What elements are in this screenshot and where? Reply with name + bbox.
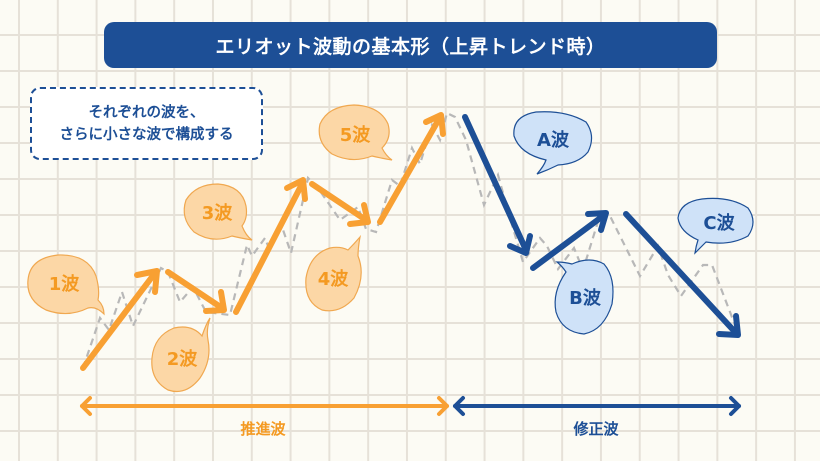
bubble-3 bbox=[183, 183, 253, 241]
wave-5-label: 5波 bbox=[339, 125, 371, 146]
corrective-arrows bbox=[462, 114, 741, 338]
wave-c-label: C波 bbox=[703, 213, 735, 234]
bubble-1 bbox=[27, 254, 105, 316]
note-box: それぞれの波を、 さらに小さな波で構成する bbox=[30, 87, 263, 160]
impulse-arrows bbox=[80, 112, 446, 371]
impulse-range-label: 推進波 bbox=[240, 420, 286, 438]
wave-2-label: 2波 bbox=[166, 349, 198, 370]
wave-3-label: 3波 bbox=[201, 203, 233, 224]
corrective-range-arrow bbox=[453, 396, 741, 416]
wave-4-label: 4波 bbox=[317, 269, 349, 290]
wave-b-label: B波 bbox=[569, 288, 601, 309]
title-text: エリオット波動の基本形（上昇トレンド時） bbox=[215, 35, 606, 58]
note-line-1: それぞれの波を、 bbox=[88, 104, 205, 121]
bubble-5 bbox=[318, 104, 393, 161]
subwave-path-impulse bbox=[81, 111, 737, 369]
bubble-4 bbox=[305, 234, 362, 312]
note-line-2: さらに小さな波で構成する bbox=[59, 126, 234, 143]
page-title: エリオット波動の基本形（上昇トレンド時） bbox=[104, 22, 717, 68]
bubble-b bbox=[554, 259, 614, 335]
wave-a-label: A波 bbox=[537, 130, 569, 151]
bubble-2 bbox=[151, 317, 211, 393]
wave-1-label: 1波 bbox=[48, 274, 80, 295]
impulse-range-arrow bbox=[80, 396, 449, 416]
bubble-a bbox=[513, 111, 593, 175]
bubble-c bbox=[677, 197, 754, 255]
corrective-range-label: 修正波 bbox=[573, 420, 619, 438]
